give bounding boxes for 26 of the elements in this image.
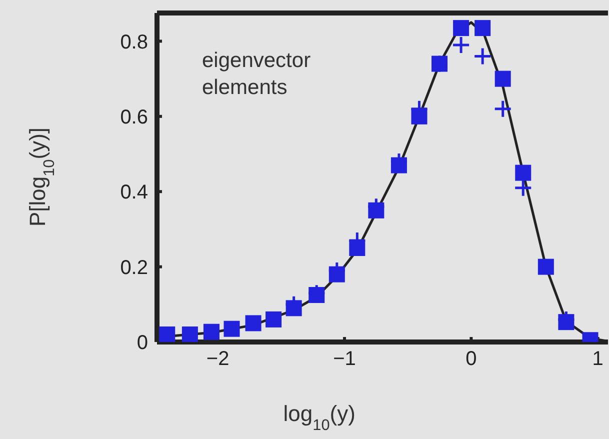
point [514,178,532,198]
x-tick-label: −1 [333,348,356,370]
x-tick-label: 1 [592,348,604,370]
y-tick-label: 0 [136,332,148,354]
point [494,70,511,87]
point [203,324,220,340]
point [474,20,491,36]
point [538,258,554,275]
x-tick-label: −2 [206,348,230,370]
y-tick-label: 0.6 [120,106,148,128]
point [182,326,198,342]
point [266,311,282,328]
x-axis-title: log$_{10}$(y) [283,401,356,434]
point [453,20,470,36]
annotation: eigenvector elements [202,49,311,99]
x-tick-label: 0 [466,348,477,370]
point [452,36,470,54]
point [473,46,492,66]
y-tick-label: 0.2 [120,256,148,279]
point [245,315,262,332]
y-tick-label: 0.4 [120,182,148,204]
point [224,320,240,337]
y-tick-label: 0.8 [120,31,148,54]
point [494,100,512,118]
point [515,164,532,181]
point [159,326,176,342]
